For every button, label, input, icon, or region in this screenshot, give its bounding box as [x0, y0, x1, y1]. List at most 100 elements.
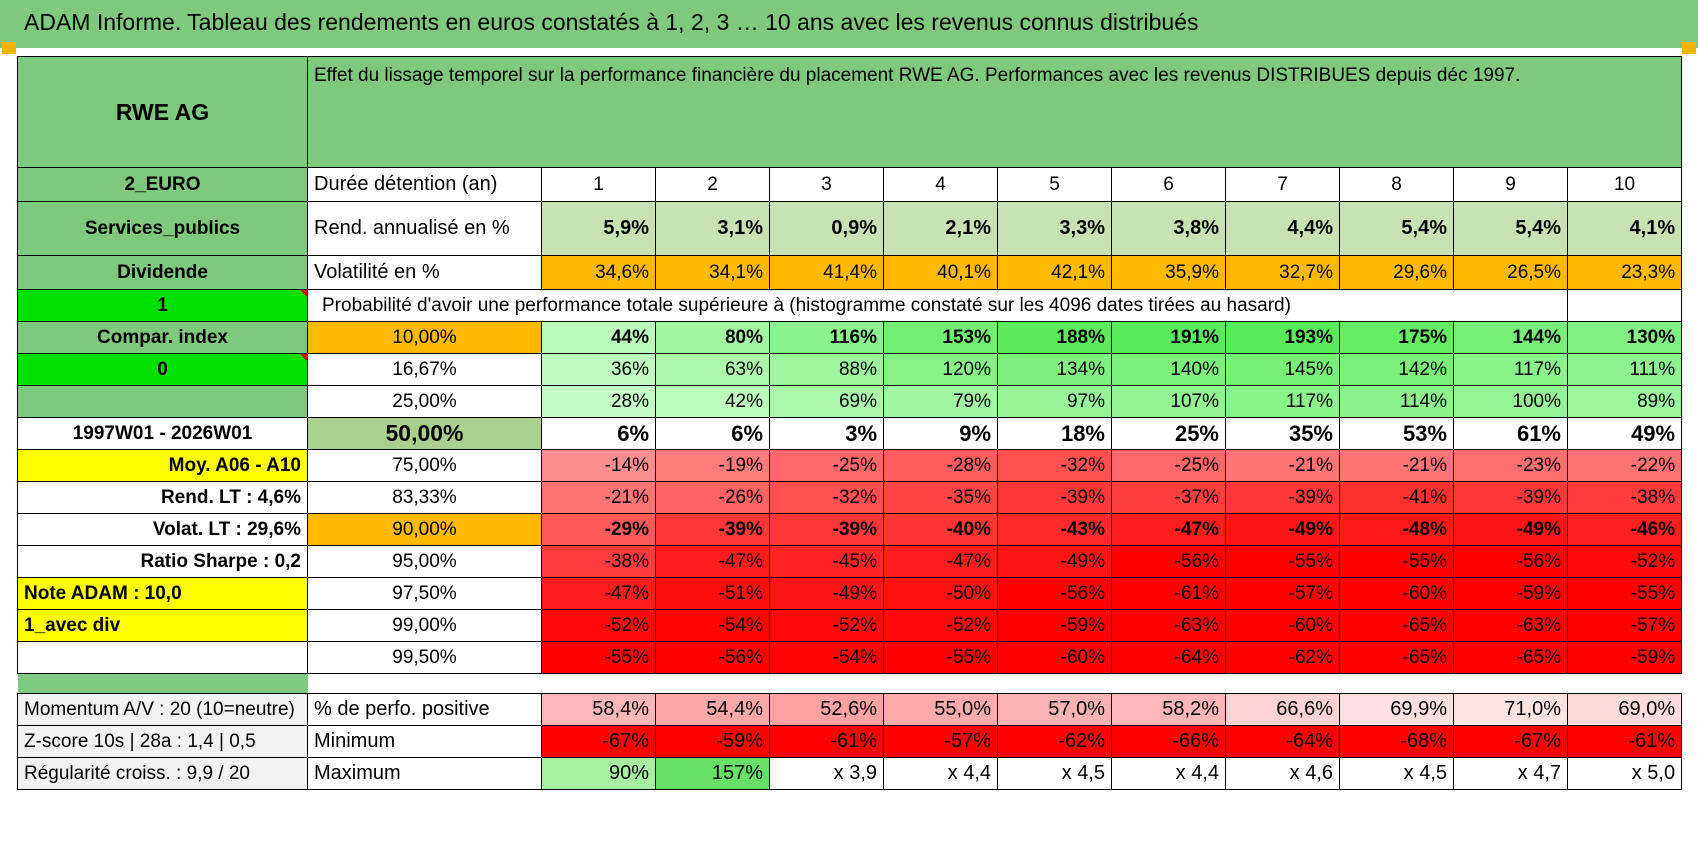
prob-2-year-7: 145%	[1225, 353, 1340, 386]
rend-value-8: 5,4%	[1339, 201, 1454, 256]
prob-level-5: 75,00%	[307, 449, 542, 482]
prob-10-year-10: -57%	[1566, 609, 1683, 642]
prob-8-year-10: -52%	[1566, 545, 1683, 578]
prob-8-year-7: -55%	[1225, 545, 1340, 578]
flag-zero: 0	[17, 353, 308, 386]
prob-11-year-9: -65%	[1453, 641, 1568, 674]
prob-8-year-2: -47%	[655, 545, 770, 578]
stock-name: RWE AG	[17, 56, 308, 168]
prob-5-year-10: -22%	[1566, 449, 1683, 482]
prob-7-year-5: -43%	[997, 513, 1112, 546]
stat-1-year-9: 71,0%	[1453, 693, 1568, 726]
prob-11-year-2: -56%	[655, 641, 770, 674]
stat-2-year-5: -62%	[997, 725, 1112, 758]
prob-3-year-8: 114%	[1339, 385, 1454, 418]
prob-9-year-7: -57%	[1225, 577, 1340, 610]
prob-1-year-5: 188%	[997, 321, 1112, 354]
prob-7-year-7: -49%	[1225, 513, 1340, 546]
prob-11-year-1: -55%	[541, 641, 656, 674]
prob-11-year-4: -55%	[883, 641, 998, 674]
stat-3-year-7: x 4,6	[1225, 757, 1340, 790]
prob-7-year-6: -47%	[1111, 513, 1226, 546]
vol-value-2: 34,1%	[655, 255, 770, 290]
prob-6-year-8: -41%	[1339, 481, 1454, 514]
duration-5: 5	[997, 167, 1112, 202]
prob-6-year-3: -32%	[769, 481, 884, 514]
compar-index-label: Compar. index	[17, 321, 308, 354]
prob-5-year-7: -21%	[1225, 449, 1340, 482]
prob-2-year-9: 117%	[1453, 353, 1568, 386]
sharpe-label: Ratio Sharpe : 0,2	[17, 545, 308, 578]
prob-3-year-6: 107%	[1111, 385, 1226, 418]
prob-6-year-2: -26%	[655, 481, 770, 514]
prob-3-year-7: 117%	[1225, 385, 1340, 418]
stat-1-year-2: 54,4%	[655, 693, 770, 726]
prob-2-year-6: 140%	[1111, 353, 1226, 386]
duration-9: 9	[1453, 167, 1568, 202]
stat-3-year-2: 157%	[655, 757, 770, 790]
prob-4-year-10: 49%	[1566, 417, 1683, 450]
prob-4-year-8: 53%	[1339, 417, 1454, 450]
prob-level-2: 16,67%	[307, 353, 542, 386]
prob-9-year-4: -50%	[883, 577, 998, 610]
stat-1-year-6: 58,2%	[1111, 693, 1226, 726]
prob-level-4: 50,00%	[307, 417, 542, 450]
prob-level-8: 95,00%	[307, 545, 542, 578]
prob-9-year-10: -55%	[1566, 577, 1683, 610]
prob-5-year-4: -28%	[883, 449, 998, 482]
prob-5-year-5: -32%	[997, 449, 1112, 482]
prob-3-year-4: 79%	[883, 385, 998, 418]
prob-3-year-10: 89%	[1566, 385, 1683, 418]
prob-7-year-3: -39%	[769, 513, 884, 546]
corner-marker-right	[1682, 42, 1696, 54]
sector-label: Services_publics	[17, 201, 308, 256]
stat-3-year-4: x 4,4	[883, 757, 998, 790]
vol-value-9: 26,5%	[1453, 255, 1568, 290]
prob-11-year-3: -54%	[769, 641, 884, 674]
vol-value-5: 42,1%	[997, 255, 1112, 290]
duration-2: 2	[655, 167, 770, 202]
prob-2-year-2: 63%	[655, 353, 770, 386]
prob-9-year-9: -59%	[1453, 577, 1568, 610]
prob-10-year-7: -60%	[1225, 609, 1340, 642]
prob-1-year-3: 116%	[769, 321, 884, 354]
vol-value-10: 23,3%	[1566, 255, 1683, 290]
prob-10-year-2: -54%	[655, 609, 770, 642]
prob-10-year-5: -59%	[997, 609, 1112, 642]
prob-level-7: 90,00%	[307, 513, 542, 546]
duration-4: 4	[883, 167, 998, 202]
prob-4-year-4: 9%	[883, 417, 998, 450]
prob-3-year-9: 100%	[1453, 385, 1568, 418]
vol-value-4: 40,1%	[883, 255, 998, 290]
prob-1-year-2: 80%	[655, 321, 770, 354]
prob-6-year-1: -21%	[541, 481, 656, 514]
corner-marker-left	[2, 42, 16, 54]
stat-3-year-3: x 3,9	[769, 757, 884, 790]
stat-2-year-7: -64%	[1225, 725, 1340, 758]
prob-3-year-2: 42%	[655, 385, 770, 418]
rend-value-5: 3,3%	[997, 201, 1112, 256]
vol-label: Volatilité en %	[307, 255, 542, 290]
duration-10: 10	[1566, 167, 1683, 202]
performance-table: RWE AG Effet du lissage temporel sur la …	[17, 56, 1683, 790]
period-label: 1997W01 - 2026W01	[17, 417, 308, 450]
prob-4-year-5: 18%	[997, 417, 1112, 450]
duration-3: 3	[769, 167, 884, 202]
stat-2-year-6: -66%	[1111, 725, 1226, 758]
stat-label-3: Maximum	[307, 757, 542, 790]
duration-8: 8	[1339, 167, 1454, 202]
rend-value-7: 4,4%	[1225, 201, 1340, 256]
blank-green-label	[17, 385, 308, 418]
prob-8-year-5: -49%	[997, 545, 1112, 578]
prob-4-year-1: 6%	[541, 417, 656, 450]
prob-5-year-2: -19%	[655, 449, 770, 482]
stat-1-year-7: 66,6%	[1225, 693, 1340, 726]
prob-9-year-5: -56%	[997, 577, 1112, 610]
rend-value-4: 2,1%	[883, 201, 998, 256]
note-label: Note ADAM : 10,0	[17, 577, 308, 610]
prob-11-year-8: -65%	[1339, 641, 1454, 674]
prob-7-year-2: -39%	[655, 513, 770, 546]
prob-10-year-1: -52%	[541, 609, 656, 642]
avec-div-label: 1_avec div	[17, 609, 308, 642]
duration-6: 6	[1111, 167, 1226, 202]
